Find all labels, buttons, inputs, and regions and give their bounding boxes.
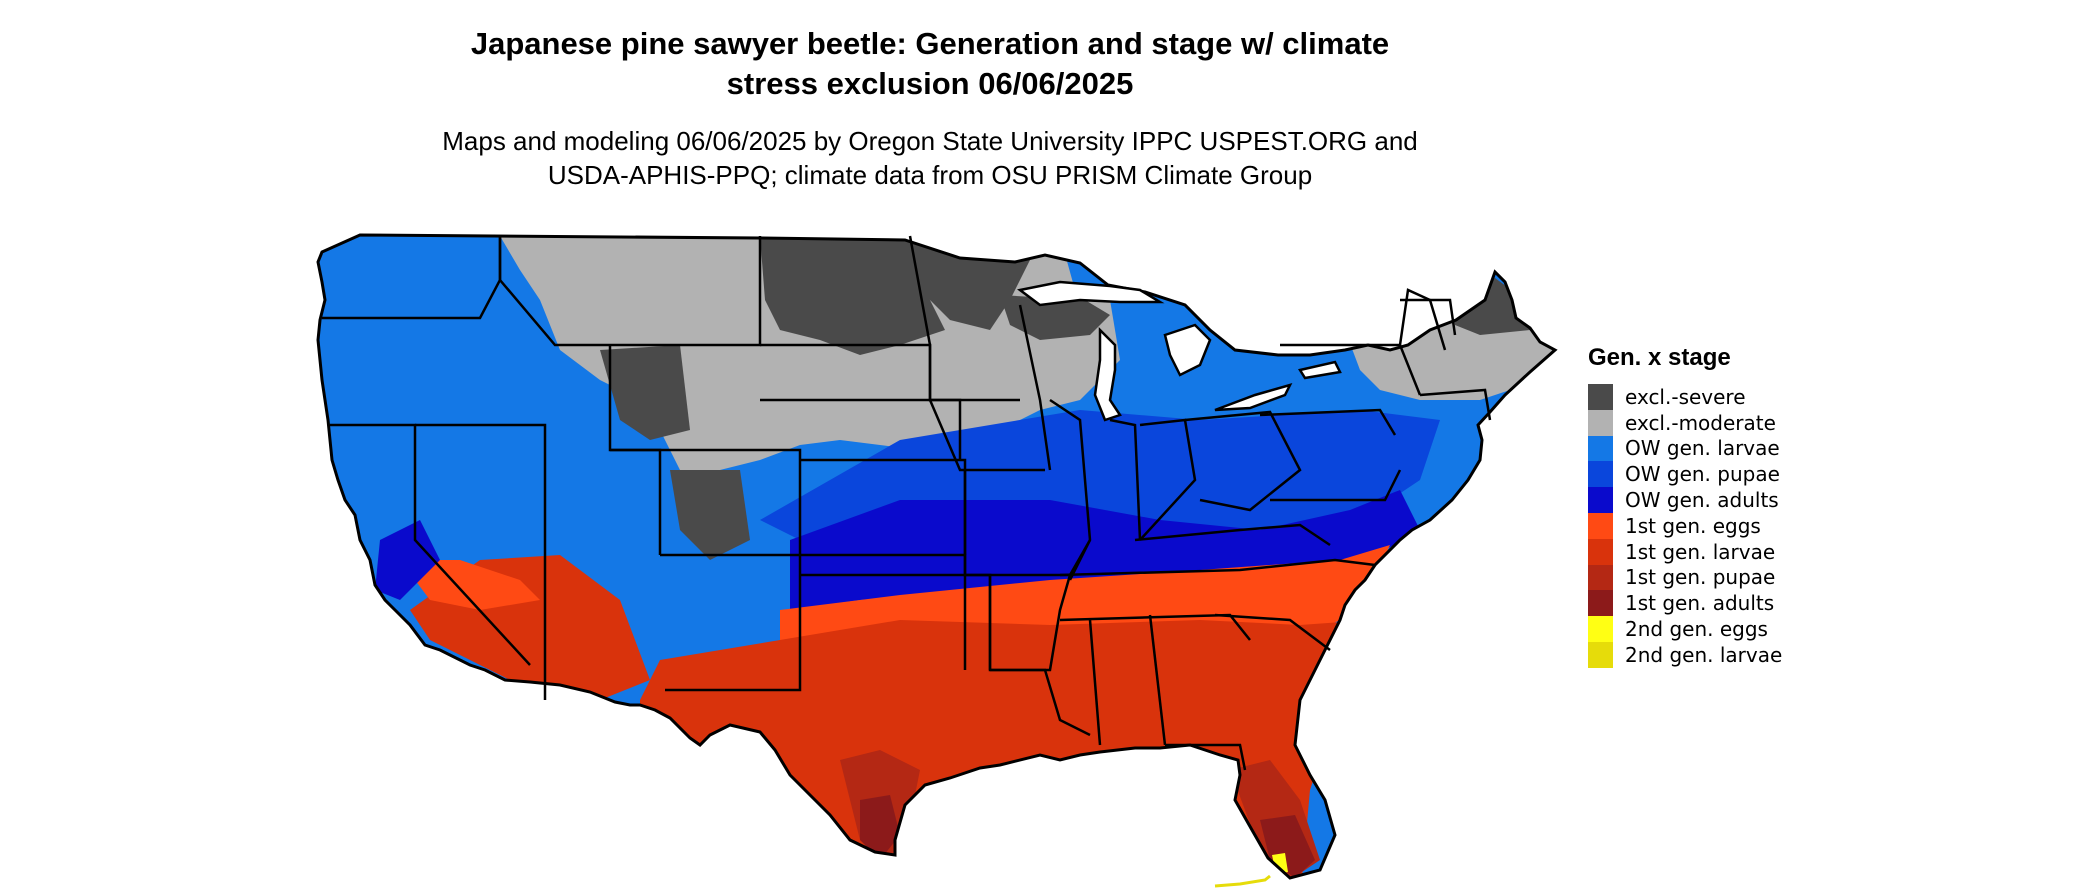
- state-borders: [322, 235, 1492, 771]
- legend-label: OW gen. adults: [1625, 488, 1779, 513]
- legend-items: excl.-severe excl.-moderate OW gen. larvae…: [1588, 384, 1782, 668]
- border-ms-al: [1088, 619, 1102, 746]
- zone-excl-severe-colorado: [670, 470, 750, 560]
- legend: Gen. x stage excl.-severe excl.-moderate O…: [1588, 344, 1782, 668]
- zone-excl-severe-wyoming: [600, 345, 690, 440]
- map-title: Japanese pine sawyer beetle: Generation …: [380, 24, 1480, 104]
- lake-erie: [1214, 383, 1293, 412]
- legend-label: excl.-moderate: [1625, 410, 1776, 435]
- border-in: [1109, 418, 1142, 541]
- legend-swatch: [1588, 512, 1613, 539]
- border-wy-co: [610, 448, 802, 555]
- border-ga-sc: [1214, 613, 1331, 651]
- border-mn: [908, 235, 1020, 402]
- legend-swatch: [1588, 461, 1613, 488]
- zone-excl-severe-wisconsin: [1000, 295, 1110, 340]
- map-subtitle: Maps and modeling 06/06/2025 by Oregon S…: [380, 124, 1480, 192]
- zone-ow-adults-california: [375, 520, 440, 600]
- legend-swatch: [1588, 590, 1613, 617]
- great-lakes: [1017, 280, 1342, 422]
- stage-zones: [318, 235, 1555, 878]
- zone-1st-larvae-south: [640, 620, 1370, 878]
- legend-item: OW gen. pupae: [1588, 461, 1782, 488]
- border-nv-ut: [415, 423, 547, 555]
- legend-label: excl.-severe: [1625, 384, 1746, 409]
- legend-item: excl.-severe: [1588, 384, 1782, 410]
- zone-1st-adults-texas: [860, 795, 900, 860]
- border-wv: [1184, 410, 1302, 512]
- zone-excl-severe-dakotas: [760, 236, 945, 355]
- border-maine: [1400, 298, 1457, 336]
- border-nm: [660, 553, 802, 692]
- legend-item: 1st gen. adults: [1588, 590, 1782, 617]
- legend-swatch: [1588, 384, 1613, 410]
- legend-title: Gen. x stage: [1588, 344, 1731, 371]
- border-ia: [928, 399, 1045, 472]
- legend-item: excl.-moderate: [1588, 409, 1782, 436]
- legend-item: 2nd gen. larvae: [1588, 641, 1783, 668]
- legend-item: OW gen. adults: [1588, 487, 1782, 513]
- border-la: [990, 668, 1091, 737]
- border-wi-il: [1018, 304, 1052, 471]
- title-line-2: stress exclusion 06/06/2025: [726, 66, 1134, 101]
- subtitle-line-1: Maps and modeling 06/06/2025 by Oregon S…: [442, 126, 1418, 156]
- border-vt-nh: [1398, 288, 1447, 351]
- legend-label: 1st gen. adults: [1625, 591, 1775, 616]
- border-oh: [1139, 418, 1197, 541]
- legend-label: 2nd gen. larvae: [1625, 642, 1783, 667]
- legend-swatch: [1588, 616, 1613, 642]
- legend-item: 2nd gen. eggs: [1588, 616, 1782, 642]
- legend-swatch: [1588, 538, 1613, 565]
- border-pa: [1259, 408, 1397, 436]
- border-or-ca-nv: [330, 423, 531, 666]
- legend-swatch: [1588, 435, 1613, 462]
- legend-item: 1st gen. eggs: [1588, 512, 1782, 539]
- legend-item: OW gen. larvae: [1588, 435, 1782, 462]
- border-ct-ri-ma: [1419, 388, 1492, 421]
- legend-label: 1st gen. larvae: [1625, 539, 1776, 564]
- lake-superior: [1017, 280, 1165, 307]
- florida-keys: [1214, 874, 1271, 888]
- legend-swatch: [1588, 564, 1613, 591]
- border-fl: [1165, 743, 1247, 771]
- border-ky-tn: [1134, 523, 1331, 547]
- legend-label: 2nd gen. eggs: [1625, 617, 1768, 642]
- legend-item: 1st gen. larvae: [1588, 538, 1782, 565]
- title-line-1: Japanese pine sawyer beetle: Generation …: [470, 26, 1390, 61]
- legend-swatch: [1588, 641, 1613, 668]
- legend-label: 1st gen. eggs: [1625, 513, 1761, 538]
- lake-ontario: [1298, 360, 1342, 380]
- subtitle-line-2: USDA-APHIS-PPQ; climate data from OSU PR…: [547, 160, 1313, 190]
- border-tn-south: [1059, 558, 1376, 577]
- border-al-ga: [1148, 614, 1167, 746]
- border-ar: [988, 574, 1072, 672]
- border-va: [1270, 469, 1402, 502]
- legend-label: OW gen. larvae: [1625, 436, 1780, 461]
- border-id: [498, 236, 600, 347]
- legend-swatch: [1588, 409, 1613, 436]
- zone-1st-eggs-southwest: [400, 560, 540, 610]
- legend-label: OW gen. pupae: [1625, 462, 1780, 487]
- lake-huron: [1163, 323, 1212, 377]
- legend-item: 1st gen. pupae: [1588, 564, 1782, 591]
- legend-label: 1st gen. pupae: [1625, 565, 1776, 590]
- lake-michigan: [1093, 326, 1122, 422]
- border-il: [1049, 398, 1092, 581]
- legend-swatch: [1588, 487, 1613, 513]
